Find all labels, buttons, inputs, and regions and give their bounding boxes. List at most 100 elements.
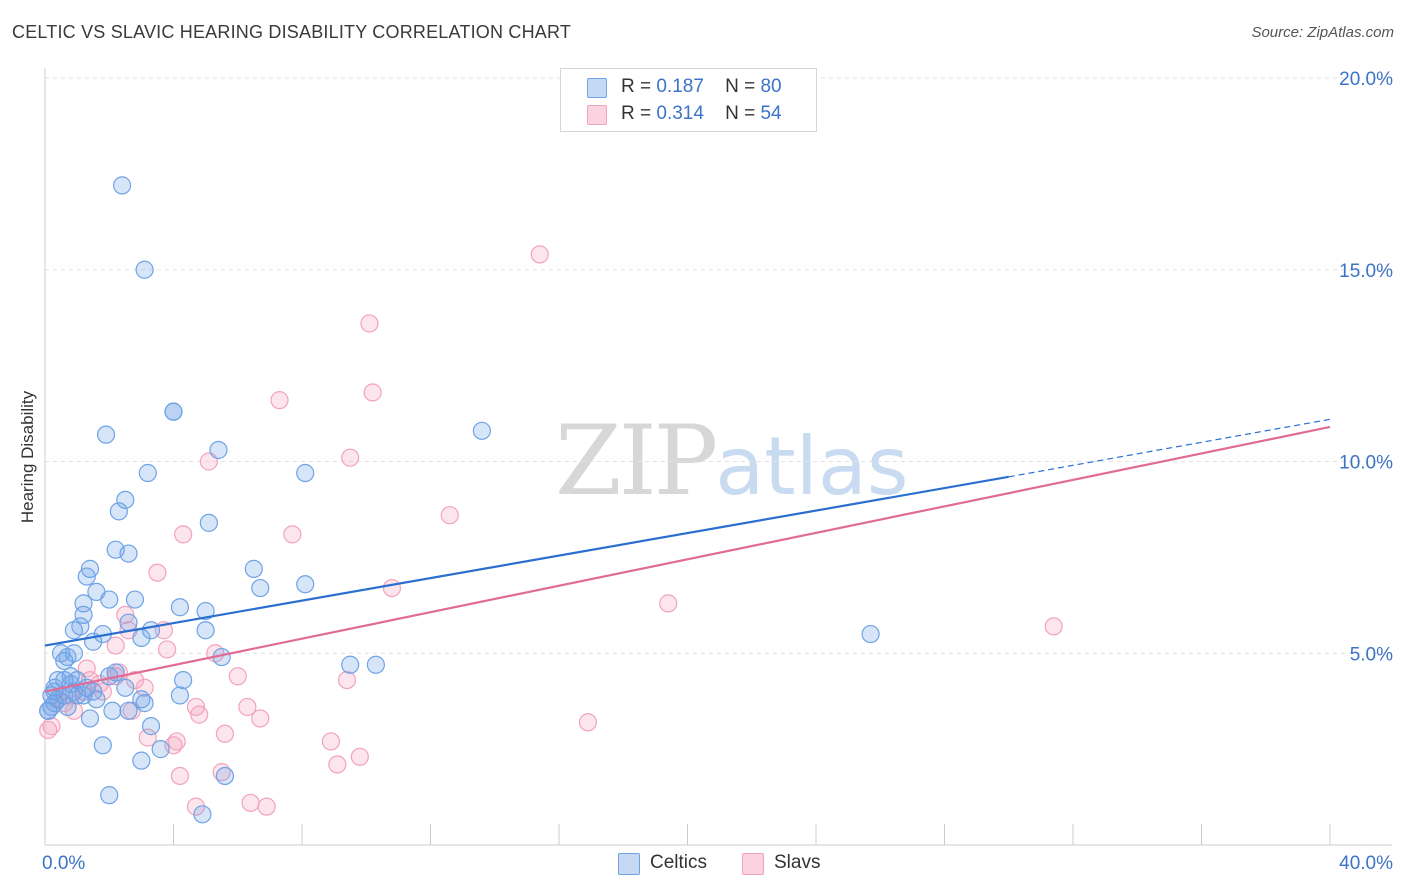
slavs-point [270, 391, 289, 410]
celtics-point [116, 490, 135, 509]
slavs-point [530, 245, 549, 264]
celtics-point [96, 425, 116, 444]
slavs-point [241, 793, 260, 812]
x-tick-label: 40.0% [1339, 853, 1393, 874]
celtics-point [472, 421, 491, 440]
slavs-point [1044, 617, 1063, 636]
celtics-point [170, 598, 190, 617]
celtics-point [39, 701, 58, 720]
slavs-point [659, 594, 678, 613]
legend-r-value: 0.187 [656, 76, 704, 97]
slavs-point [257, 797, 276, 816]
celtics-point [55, 651, 74, 671]
celtics-point [196, 621, 215, 640]
celtics-trend-extension [1008, 418, 1331, 478]
y-tick-label: 5.0% [1350, 644, 1393, 665]
slavs-point [337, 670, 357, 690]
celtics-point [112, 176, 132, 195]
legend-n-value: 54 [760, 103, 782, 124]
celtics-point [170, 686, 190, 705]
slavs-point [341, 448, 360, 467]
slavs-point [170, 766, 190, 786]
slavs-legend-swatch [742, 853, 764, 875]
celtics-point [77, 567, 96, 586]
legend-r-label: R = [621, 76, 652, 97]
celtics-point [119, 613, 138, 632]
celtics-point [119, 701, 138, 720]
y-tick-label: 10.0% [1339, 453, 1393, 474]
celtics-swatch [587, 78, 607, 98]
slavs-point [350, 747, 369, 766]
celtics-point [164, 402, 183, 421]
celtics-point [87, 690, 106, 709]
celtics-trend-line [44, 475, 1009, 647]
source-credit: Source: ZipAtlas.com [1251, 24, 1394, 41]
celtics-point [58, 697, 77, 717]
x-tick-label: 0.0% [42, 853, 85, 874]
slavs-point [440, 506, 459, 525]
celtics-point [296, 575, 315, 594]
celtics-point [125, 590, 145, 609]
celtics-point [251, 578, 270, 598]
celtics-point [116, 678, 135, 697]
slavs-point [157, 640, 177, 659]
celtics-point [132, 751, 151, 770]
slavs-point [215, 724, 234, 743]
celtics-point [174, 670, 193, 690]
slavs-point [148, 563, 167, 582]
watermark-atlas: atlas [715, 420, 909, 513]
slavs-point [283, 525, 302, 544]
y-tick-label: 15.0% [1339, 261, 1393, 282]
celtics-point [341, 655, 360, 674]
celtics-point [366, 655, 385, 674]
legend-n-label: N = [725, 103, 756, 124]
celtics-point [103, 701, 122, 720]
celtics-point [132, 628, 151, 648]
celtics-point [64, 621, 84, 640]
celtics-point [100, 590, 119, 609]
slavs-swatch [587, 105, 607, 125]
celtics-legend-swatch [618, 853, 640, 875]
celtics-point [135, 260, 154, 279]
slavs-point [360, 314, 379, 333]
slavs-point [106, 636, 125, 655]
celtics-point [74, 605, 93, 625]
slavs-trend-line [44, 425, 1331, 693]
legend-r-value: 0.314 [656, 103, 704, 124]
slavs-point [42, 717, 61, 736]
slavs-point [238, 697, 257, 717]
celtics-point [100, 786, 119, 805]
celtics-point [296, 463, 315, 483]
celtics-point [193, 805, 212, 824]
slavs-point [135, 678, 154, 697]
y-axis-label: Hearing Disability [18, 390, 37, 523]
slavs-point [138, 728, 157, 747]
legend-n-value: 80 [760, 76, 782, 97]
slavs-point [328, 755, 347, 774]
legend-r-label: R = [621, 103, 652, 124]
slavs-point [382, 578, 402, 598]
celtics-point [244, 559, 263, 578]
celtics-point [209, 440, 228, 460]
celtics-point [141, 717, 161, 736]
celtics-point [119, 544, 138, 563]
slavs-point [363, 383, 382, 402]
celtics-point [93, 736, 112, 755]
correlation-legend: R = 0.187 N = 80 R = 0.314 N = 54 [560, 68, 817, 132]
celtics-point [151, 740, 170, 759]
slavs-point [186, 697, 206, 717]
slavs-point [251, 709, 270, 728]
legend-n-label: N = [725, 76, 756, 97]
chart-title: CELTIC VS SLAVIC HEARING DISABILITY CORR… [12, 22, 572, 42]
celtics-point [138, 463, 157, 483]
slavs-point [228, 667, 247, 686]
celtics-point [199, 513, 218, 532]
celtics-point [80, 709, 100, 728]
celtics-point [196, 601, 215, 621]
slavs-point [321, 732, 341, 751]
celtics-point [135, 694, 154, 713]
celtics-point [109, 502, 128, 521]
slavs-point [174, 525, 193, 544]
celtics-point [215, 766, 234, 786]
